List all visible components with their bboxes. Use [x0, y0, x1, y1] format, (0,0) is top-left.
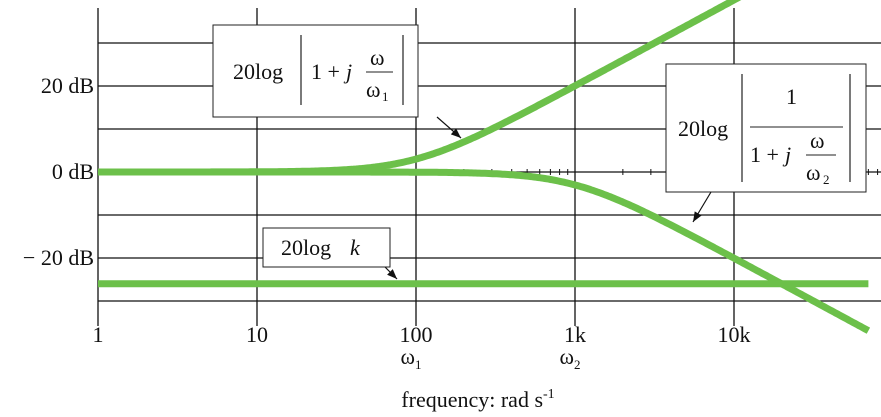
zero-formula-den: ω	[366, 77, 380, 102]
x-tick-label: 10k	[718, 322, 751, 347]
zero-formula-box: 20log 1 + j ω ω 1	[212, 24, 419, 118]
x-tick-label: 100	[400, 322, 433, 347]
x-tick-sublabel: ω2	[560, 344, 581, 372]
pole-formula-inner-den: ω	[806, 160, 820, 185]
y-tick-label: − 20 dB	[23, 245, 94, 270]
x-tick-label: 10	[246, 322, 268, 347]
gain-formula-k: k	[350, 235, 361, 260]
leader-arrows	[384, 116, 712, 280]
x-tick-label: 1	[93, 322, 104, 347]
pole-formula-one: 1 +	[750, 142, 779, 167]
x-axis-label-exponent: -1	[543, 387, 555, 402]
x-axis-label: frequency: rad s-1	[401, 387, 554, 412]
pole-curve	[98, 168, 871, 334]
zero-formula-j: j	[343, 59, 352, 84]
zero-formula-den-sub: 1	[382, 89, 389, 104]
x-tick-label: 1k	[564, 322, 586, 347]
pole-formula-j: j	[782, 142, 791, 167]
pole-formula-num: 1	[786, 84, 797, 109]
y-tick-label: 0 dB	[52, 159, 94, 184]
curves	[98, 0, 871, 334]
zero-formula-one: 1 +	[311, 59, 340, 84]
zero-formula-prefix: 20log	[233, 59, 283, 84]
gain-leader-arrow-head	[387, 269, 397, 279]
gain-formula-box: 20log k	[262, 227, 391, 268]
gain-formula-prefix: 20log	[281, 235, 331, 260]
x-tick-sublabel: ω1	[401, 344, 422, 372]
pole-leader-arrow-head	[693, 211, 702, 222]
zero-leader-arrow-head	[450, 128, 461, 138]
pole-formula-inner-num: ω	[810, 128, 824, 153]
pole-formula-inner-den-sub: 2	[823, 172, 830, 187]
x-axis-label-main: frequency: rad s	[401, 387, 543, 412]
y-tick-label: 20 dB	[41, 73, 94, 98]
pole-formula-box: 20log 1 1 + j ω ω 2	[665, 63, 867, 193]
pole-formula-prefix: 20log	[678, 116, 728, 141]
zero-formula-num: ω	[370, 45, 384, 70]
